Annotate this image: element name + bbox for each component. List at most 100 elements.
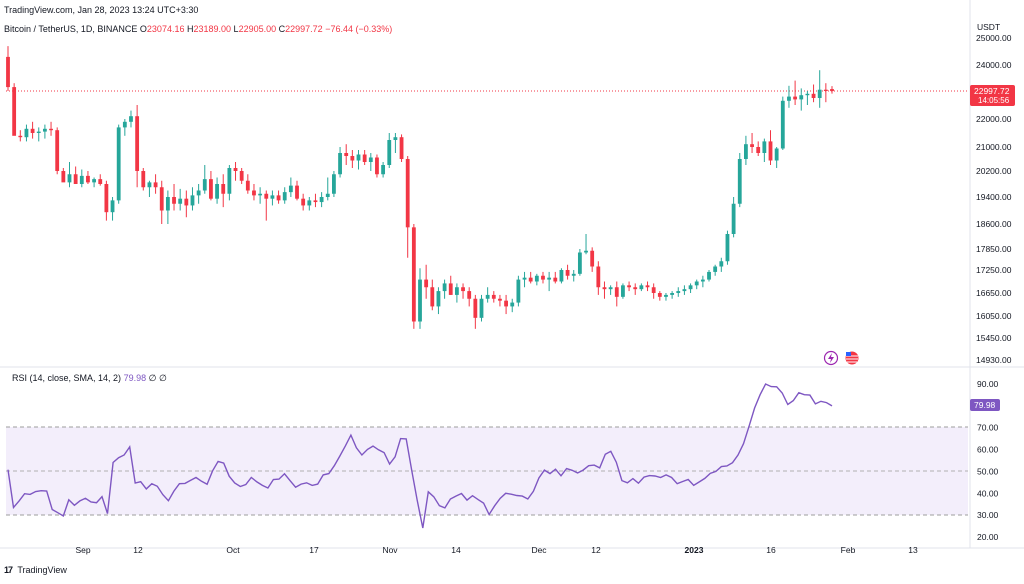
rsi-band-background [6,427,968,515]
high-value: 23189.00 [193,24,232,34]
candle-body [227,168,232,194]
rsi-legend: RSI (14, close, SMA, 14, 2) 79.98 ∅ ∅ [12,373,167,384]
price-axis-label: 22000.00 [976,114,1012,124]
bar-countdown: 14:05:56 [978,96,1010,105]
candle-body [651,287,656,293]
candle-body [301,198,306,206]
symbol-name[interactable]: Bitcoin / TetherUS, 1D, BINANCE [4,24,138,34]
rsi-extra: ∅ ∅ [148,373,167,383]
candle-body [159,187,164,211]
candle-body [547,277,552,280]
candle-body [295,185,299,199]
candle-body [307,200,312,206]
candle-body [135,116,140,171]
candle-body [6,56,10,88]
candle-body [664,294,668,297]
candle-body [61,171,66,183]
candle-body [510,302,515,307]
candle-body [67,174,72,183]
candles-group [6,46,834,329]
candle-body [411,227,416,322]
candle-body [338,153,342,175]
price-change: −76.44 (−0.33%) [325,24,393,34]
time-axis-label: Feb [841,545,856,555]
price-axis: 25000.0024000.0023000.0022000.0021000.00… [976,33,1012,365]
candle-body [233,168,238,171]
rsi-line [7,383,833,529]
candle-body [633,287,638,290]
candle-body [756,147,761,153]
candle-body [522,277,527,280]
candle-body [461,287,465,292]
candle-body [774,148,779,161]
candle-body [178,198,183,204]
time-axis-label: 2023 [685,545,704,555]
chart-timestamp: TradingView.com, Jan 28, 2023 13:24 UTC+… [4,5,199,15]
candle-body [645,285,650,288]
candle-body [719,261,724,267]
candle-body [110,200,115,213]
candle-body [744,144,748,159]
candle-body [676,291,681,293]
candle-body [202,179,207,191]
candle-body [30,128,35,133]
candle-body [116,127,121,201]
time-axis-label: 12 [133,545,143,555]
lightning-icon[interactable] [823,350,839,366]
candle-body [79,175,84,184]
candle-body [215,184,219,199]
candle-body [491,294,496,299]
candle-body [528,277,533,282]
symbol-legend: Bitcoin / TetherUS, 1D, BINANCE O23074.1… [4,24,392,34]
footer-branding: 17 TradingView [4,565,67,575]
rsi-title[interactable]: RSI (14, close, SMA, 14, 2) [12,373,122,383]
candle-body [153,182,158,188]
candle-body [258,193,263,196]
currency-label: USDT [977,22,1000,32]
candle-body [793,96,798,100]
candle-body [209,179,213,199]
candle-body [780,100,785,149]
candle-body [670,293,675,295]
candle-body [799,95,804,100]
time-axis-label: 16 [766,545,776,555]
us-flag-icon[interactable] [845,351,859,365]
candle-body [73,174,78,184]
candle-body [98,179,103,184]
candle-body [516,279,521,303]
candle-body [805,93,810,96]
time-axis-label: Oct [226,545,240,555]
price-axis-label: 19400.00 [976,192,1012,202]
candle-body [498,298,502,301]
candle-body [264,193,269,199]
candle-body [608,287,613,290]
rsi-axis-label: 40.00 [977,488,999,498]
candle-body [485,294,490,299]
candle-body [362,154,367,162]
time-axis-label: Sep [75,545,90,555]
candle-body [36,131,41,133]
price-axis-label: 24000.00 [976,60,1012,70]
candle-body [565,270,570,276]
tradingview-logo: 17 [4,565,13,575]
candle-body [737,159,742,204]
time-axis: Sep 12 Oct 17 Nov 14 Dec 12 2023 16 Feb 13 [75,545,918,555]
candle-body [104,184,109,213]
candle-body [288,185,293,193]
candle-body [92,179,96,183]
rsi-axis-label: 60.00 [977,445,999,455]
high-label: H [186,24,194,34]
candle-body [590,250,595,267]
candle-body [750,144,754,147]
candle-body [172,197,176,204]
price-axis-label: 18600.00 [976,219,1012,229]
candle-body [12,87,17,136]
price-axis-label: 16650.00 [976,288,1012,298]
candle-body [553,277,558,282]
candle-body [24,128,29,138]
time-axis-label: 14 [451,545,461,555]
candle-body [190,195,195,206]
open-label: O [139,24,147,34]
candle-body [621,285,625,297]
